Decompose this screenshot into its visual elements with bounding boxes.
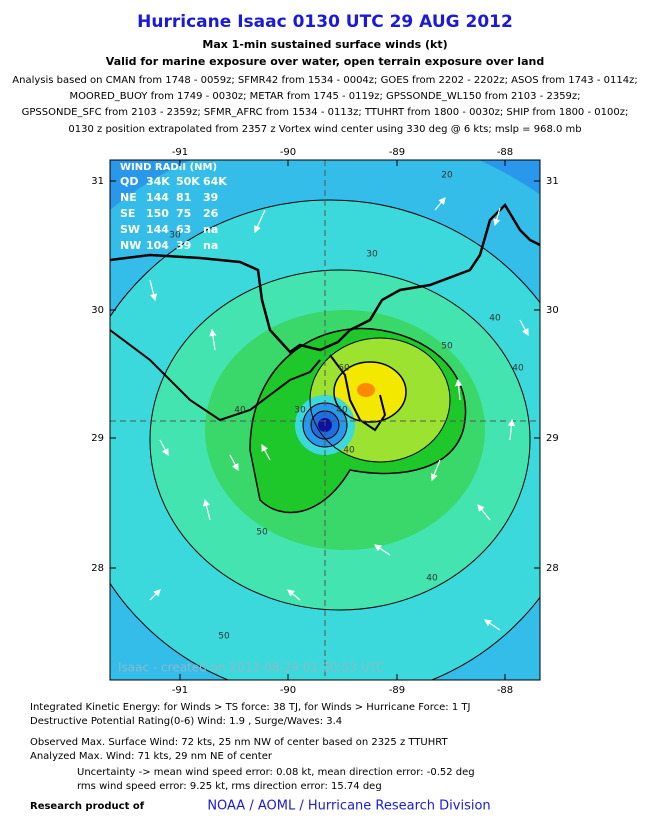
wind-arrow xyxy=(261,443,271,461)
position-line: 0130 z position extrapolated from 2357 z… xyxy=(68,124,581,135)
lon-label: -89 xyxy=(389,685,405,696)
contours xyxy=(110,199,540,680)
contour-label: 40 xyxy=(343,446,355,456)
wind-arrow xyxy=(493,207,501,227)
lon-label: -89 xyxy=(389,147,405,158)
radii-cell: 39 xyxy=(203,191,218,204)
lat-label: 29 xyxy=(91,433,104,444)
lat-label: 28 xyxy=(91,563,104,574)
lon-label: -88 xyxy=(497,147,513,158)
wind-arrow xyxy=(209,328,217,351)
wind-arrow xyxy=(519,319,529,337)
radii-cell: 144 xyxy=(146,191,169,204)
radii-cell: 34K xyxy=(146,175,170,188)
footer-line: Uncertainty -> mean wind speed error: 0.… xyxy=(77,767,475,778)
radii-cell: 26 xyxy=(203,207,219,220)
radii-cell: 75 xyxy=(176,207,191,220)
wind-arrow xyxy=(149,589,161,601)
contour-label: 30 xyxy=(294,406,306,416)
lat-label: 28 xyxy=(546,563,559,574)
contour-label: 30 xyxy=(169,231,181,241)
wind-arrows xyxy=(149,197,529,631)
lon-label: -91 xyxy=(172,147,188,158)
radii-cell: 50K xyxy=(176,175,200,188)
radii-cell: QD xyxy=(120,175,138,188)
contour-label: 40 xyxy=(336,406,348,416)
wind-arrow xyxy=(229,454,239,472)
radii-cell: 81 xyxy=(176,191,191,204)
wind-arrow xyxy=(159,439,169,457)
radii-cell: 64K xyxy=(203,175,227,188)
lat-label: 29 xyxy=(546,433,559,444)
contour-label: 50 xyxy=(218,632,230,642)
coastline xyxy=(110,202,540,354)
map-frame xyxy=(109,159,541,681)
subtitle: Max 1-min sustained surface winds (kt) xyxy=(202,38,447,51)
radii-title: WIND RADII (NM) xyxy=(120,162,217,173)
wind-arrow xyxy=(287,589,301,601)
lat-label: 31 xyxy=(546,176,559,187)
wind-arrow xyxy=(374,544,391,556)
contour-label: 60 xyxy=(338,364,350,374)
lat-label: 30 xyxy=(546,305,559,316)
radii-cell: 39 xyxy=(176,239,191,252)
watermark: Isaac - created on 2012-08-29 01:30:53 U… xyxy=(118,661,384,675)
radii-cell: NW xyxy=(120,239,141,252)
radii-cell: 150 xyxy=(146,207,169,220)
analysis-line: GPSSONDE_SFC from 2103 - 2359z; SFMR_AFR… xyxy=(22,107,629,118)
radii-cell: NE xyxy=(120,191,137,204)
footer-line: Destructive Potential Rating(0-6) Wind: … xyxy=(30,716,342,727)
wind-arrow xyxy=(149,279,158,302)
coastline xyxy=(110,329,387,432)
contour-label: 20 xyxy=(441,171,453,181)
wind-field: Isaac - created on 2012-08-29 01:30:53 U… xyxy=(110,160,540,680)
radii-cell: 104 xyxy=(146,239,169,252)
analysis-line: MOORED_BUOY from 1749 - 0030z; METAR fro… xyxy=(69,91,580,102)
wind-arrow xyxy=(202,498,211,521)
wind-arrow xyxy=(484,619,501,631)
contour-label: 40 xyxy=(512,364,524,374)
footer-line: Integrated Kinetic Energy: for Winds > T… xyxy=(30,702,470,713)
contour-label: 40 xyxy=(426,574,438,584)
wind-arrow xyxy=(254,209,266,234)
lon-label: -88 xyxy=(497,685,513,696)
contour-label: 30 xyxy=(366,250,378,260)
wind-arrow xyxy=(434,197,446,211)
wind-arrow xyxy=(477,504,491,521)
lon-label: -90 xyxy=(280,685,296,696)
wind-arrow xyxy=(507,418,515,441)
contour-label: 50 xyxy=(441,342,453,352)
lat-label: 30 xyxy=(91,305,104,316)
footer-line: Analyzed Max. Wind: 71 kts, 29 nm NE of … xyxy=(30,751,273,762)
radii-cell: SW xyxy=(120,223,140,236)
radii-cell: 63 xyxy=(176,223,191,236)
radii-cell: SE xyxy=(120,207,135,220)
radii-cell: na xyxy=(203,239,218,252)
contour-label: 40 xyxy=(489,314,501,324)
contour-label: 50 xyxy=(256,528,268,538)
credit-prefix: Research product of xyxy=(30,801,145,812)
lon-label: -91 xyxy=(172,685,188,696)
radii-cell: na xyxy=(203,223,218,236)
radii-cell: 144 xyxy=(146,223,169,236)
footer-line: rms wind speed error: 9.25 kt, rms direc… xyxy=(77,781,382,792)
credit: NOAA / AOML / Hurricane Research Divisio… xyxy=(207,799,490,814)
lon-label: -90 xyxy=(280,147,296,158)
title: Hurricane Isaac 0130 UTC 29 AUG 2012 xyxy=(137,12,513,32)
wind-arrow xyxy=(430,459,441,482)
footer-line: Observed Max. Surface Wind: 72 kts, 25 n… xyxy=(30,737,448,748)
analysis-line: Analysis based on CMAN from 1748 - 0059z… xyxy=(12,75,637,86)
lat-label: 31 xyxy=(91,176,104,187)
wind-arrow xyxy=(455,378,463,401)
validity: Valid for marine exposure over water, op… xyxy=(106,55,544,68)
contour-label: 40 xyxy=(234,406,246,416)
